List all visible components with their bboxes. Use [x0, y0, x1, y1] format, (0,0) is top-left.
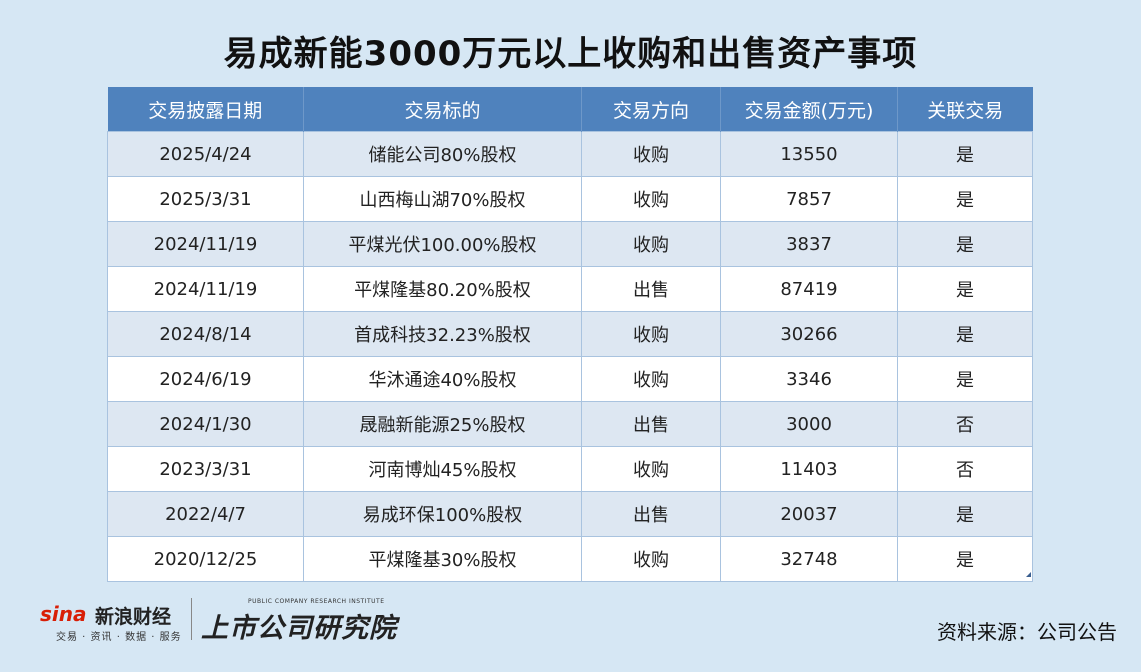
- table-cell: 2024/1/30: [107, 401, 304, 447]
- table-cell: 2024/8/14: [107, 311, 304, 357]
- table-cell: 2023/3/31: [107, 446, 304, 492]
- page-title: 易成新能3000万元以上收购和出售资产事项: [223, 34, 918, 74]
- table-cell: 易成环保100%股权: [303, 491, 582, 537]
- table-cell: 出售: [581, 266, 721, 312]
- table-row: 2024/1/30 晟融新能源25%股权 出售 3000 否: [107, 401, 1033, 447]
- table-cell: 是: [897, 176, 1033, 222]
- table-row: 2022/4/7 易成环保100%股权 出售 20037 是: [107, 491, 1033, 537]
- table-cell: 是: [897, 536, 1033, 582]
- table-cell: 收购: [581, 536, 721, 582]
- table-cell: 华沐通途40%股权: [303, 356, 582, 402]
- table-cell: 3837: [720, 221, 898, 267]
- table-cell: 出售: [581, 401, 721, 447]
- source-note: 资料来源：公司公告: [937, 620, 1117, 644]
- table-cell: 收购: [581, 356, 721, 402]
- table-row: 2024/8/14 首成科技32.23%股权 收购 30266 是: [107, 311, 1033, 357]
- table-cell: 是: [897, 266, 1033, 312]
- table-row: 2024/11/19 平煤光伏100.00%股权 收购 3837 是: [107, 221, 1033, 267]
- table-cell: 晟融新能源25%股权: [303, 401, 582, 447]
- table-cell: 否: [897, 446, 1033, 492]
- table-cell: 87419: [720, 266, 898, 312]
- table-header-row: 交易披露日期 交易标的 交易方向 交易金额(万元) 关联交易: [107, 87, 1033, 132]
- institute-logo: 上市公司研究院: [201, 613, 397, 644]
- table-row: 2025/4/24 储能公司80%股权 收购 13550 是: [107, 131, 1033, 177]
- table-cell: 2024/11/19: [107, 266, 304, 312]
- column-header: 交易披露日期: [107, 87, 304, 132]
- table-cell: 平煤隆基30%股权: [303, 536, 582, 582]
- table-cell: 是: [897, 491, 1033, 537]
- column-header: 交易方向: [581, 87, 721, 132]
- table-cell: 出售: [581, 491, 721, 537]
- column-header: 关联交易: [897, 87, 1033, 132]
- institute-english-name: PUBLIC COMPANY RESEARCH INSTITUTE: [248, 598, 385, 605]
- table-cell: 30266: [720, 311, 898, 357]
- table-cell: 是: [897, 131, 1033, 177]
- table-body: 2025/4/24 储能公司80%股权 收购 13550 是 2025/3/31 山西梅山湖…: [107, 131, 1033, 582]
- table-cell: 首成科技32.23%股权: [303, 311, 582, 357]
- table-cell: 2025/3/31: [107, 176, 304, 222]
- table-cell: 河南博灿45%股权: [303, 446, 582, 492]
- table-cell: 收购: [581, 446, 721, 492]
- table-cell: 2025/4/24: [107, 131, 304, 177]
- table-cell: 3000: [720, 401, 898, 447]
- transactions-table: 交易披露日期 交易标的 交易方向 交易金额(万元) 关联交易 2025/4/24 储能公司…: [107, 87, 1033, 582]
- table-row: 2020/12/25 平煤隆基30%股权 收购 32748 是: [107, 536, 1033, 582]
- table-cell: 是: [897, 356, 1033, 402]
- table-cell: 2022/4/7: [107, 491, 304, 537]
- table-row: 2024/6/19 华沐通途40%股权 收购 3346 是: [107, 356, 1033, 402]
- table-cell: 山西梅山湖70%股权: [303, 176, 582, 222]
- table-cell: 收购: [581, 176, 721, 222]
- table-row: 2023/3/31 河南博灿45%股权 收购 11403 否: [107, 446, 1033, 492]
- column-header: 交易金额(万元): [720, 87, 898, 132]
- resize-corner-icon: [1026, 572, 1031, 577]
- table-cell: 20037: [720, 491, 898, 537]
- table-cell: 收购: [581, 221, 721, 267]
- table-cell: 平煤光伏100.00%股权: [303, 221, 582, 267]
- footer-divider: [191, 598, 192, 640]
- sina-tagline: 交易 · 资讯 · 数据 · 服务: [56, 632, 182, 643]
- table-row: 2024/11/19 平煤隆基80.20%股权 出售 87419 是: [107, 266, 1033, 312]
- table-cell: 是: [897, 221, 1033, 267]
- table-cell: 是: [897, 311, 1033, 357]
- column-header: 交易标的: [303, 87, 582, 132]
- table-cell: 2024/6/19: [107, 356, 304, 402]
- table-cell: 收购: [581, 131, 721, 177]
- table-cell: 11403: [720, 446, 898, 492]
- table-cell: 储能公司80%股权: [303, 131, 582, 177]
- table-cell: 否: [897, 401, 1033, 447]
- table-cell: 收购: [581, 311, 721, 357]
- table-row: 2025/3/31 山西梅山湖70%股权 收购 7857 是: [107, 176, 1033, 222]
- sina-wordmark: sina: [40, 602, 87, 626]
- table-cell: 2024/11/19: [107, 221, 304, 267]
- table-cell: 2020/12/25: [107, 536, 304, 582]
- table-cell: 32748: [720, 536, 898, 582]
- table-cell: 13550: [720, 131, 898, 177]
- table-cell: 7857: [720, 176, 898, 222]
- table-cell: 3346: [720, 356, 898, 402]
- table-cell: 平煤隆基80.20%股权: [303, 266, 582, 312]
- sina-finance-name: 新浪财经: [95, 606, 172, 628]
